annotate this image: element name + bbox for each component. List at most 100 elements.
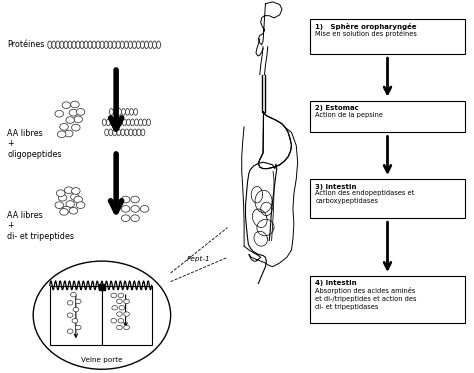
Circle shape xyxy=(131,206,139,212)
Circle shape xyxy=(124,312,129,316)
Ellipse shape xyxy=(129,129,133,136)
Text: AA libres
+
di- et tripeptides: AA libres + di- et tripeptides xyxy=(7,211,74,241)
Circle shape xyxy=(119,305,125,310)
Text: Action de la pepsine: Action de la pepsine xyxy=(315,112,383,118)
Ellipse shape xyxy=(96,41,100,48)
Ellipse shape xyxy=(130,119,135,126)
Circle shape xyxy=(117,325,122,330)
Circle shape xyxy=(121,196,130,203)
Ellipse shape xyxy=(117,129,121,136)
Ellipse shape xyxy=(135,119,138,126)
Ellipse shape xyxy=(145,41,148,48)
Ellipse shape xyxy=(129,109,134,115)
Ellipse shape xyxy=(146,119,151,126)
Circle shape xyxy=(73,307,79,312)
Ellipse shape xyxy=(134,109,137,115)
Circle shape xyxy=(58,194,67,201)
Ellipse shape xyxy=(143,119,146,126)
FancyBboxPatch shape xyxy=(102,286,152,345)
Ellipse shape xyxy=(148,41,153,48)
Circle shape xyxy=(111,319,117,323)
Ellipse shape xyxy=(110,119,114,126)
FancyBboxPatch shape xyxy=(310,179,465,218)
Ellipse shape xyxy=(56,41,60,48)
Text: Veine porte: Veine porte xyxy=(81,357,123,363)
Ellipse shape xyxy=(116,41,120,48)
Polygon shape xyxy=(258,112,292,169)
Circle shape xyxy=(118,293,124,298)
Circle shape xyxy=(117,312,122,316)
Circle shape xyxy=(76,109,85,115)
Circle shape xyxy=(33,261,171,369)
Ellipse shape xyxy=(109,109,113,115)
Ellipse shape xyxy=(133,129,137,136)
Circle shape xyxy=(118,319,124,323)
Circle shape xyxy=(121,215,130,222)
Ellipse shape xyxy=(112,41,116,48)
Ellipse shape xyxy=(113,109,118,115)
Ellipse shape xyxy=(124,41,128,48)
Text: Action des endopeptidases et
carboxypeptidases: Action des endopeptidases et carboxypept… xyxy=(315,190,414,204)
Ellipse shape xyxy=(72,41,76,48)
Ellipse shape xyxy=(140,41,145,48)
Ellipse shape xyxy=(88,41,92,48)
Circle shape xyxy=(131,215,139,222)
Ellipse shape xyxy=(76,41,80,48)
Circle shape xyxy=(74,196,82,203)
Circle shape xyxy=(75,299,81,304)
Ellipse shape xyxy=(64,41,68,48)
Ellipse shape xyxy=(102,119,106,126)
Circle shape xyxy=(64,130,73,137)
Circle shape xyxy=(62,206,71,213)
FancyBboxPatch shape xyxy=(310,19,465,54)
Ellipse shape xyxy=(113,129,117,136)
Ellipse shape xyxy=(60,41,64,48)
Ellipse shape xyxy=(121,129,125,136)
FancyBboxPatch shape xyxy=(310,101,465,132)
Circle shape xyxy=(56,190,65,197)
Ellipse shape xyxy=(141,129,145,136)
Circle shape xyxy=(55,202,64,209)
Ellipse shape xyxy=(118,109,121,115)
Circle shape xyxy=(64,187,73,194)
Circle shape xyxy=(69,109,78,116)
Circle shape xyxy=(72,319,78,323)
Circle shape xyxy=(69,207,78,214)
Ellipse shape xyxy=(109,129,113,136)
Text: 2) Estomac: 2) Estomac xyxy=(315,105,359,111)
Ellipse shape xyxy=(120,41,124,48)
Circle shape xyxy=(60,209,68,215)
Circle shape xyxy=(71,194,79,200)
Circle shape xyxy=(131,196,139,203)
Ellipse shape xyxy=(132,41,137,48)
Text: Pept-1: Pept-1 xyxy=(187,256,211,262)
Circle shape xyxy=(67,329,73,333)
Ellipse shape xyxy=(127,119,130,126)
Circle shape xyxy=(60,123,68,130)
Circle shape xyxy=(66,201,74,207)
Circle shape xyxy=(71,101,79,108)
Ellipse shape xyxy=(92,41,96,48)
Circle shape xyxy=(67,313,73,317)
Ellipse shape xyxy=(80,41,84,48)
Ellipse shape xyxy=(126,109,129,115)
Circle shape xyxy=(62,102,71,109)
Circle shape xyxy=(72,124,80,131)
FancyBboxPatch shape xyxy=(50,286,102,345)
Text: 1)   Sphère oropharyngée: 1) Sphère oropharyngée xyxy=(315,23,417,30)
Circle shape xyxy=(76,202,85,209)
Circle shape xyxy=(57,131,66,138)
Text: 3) Intestin: 3) Intestin xyxy=(315,184,357,189)
Circle shape xyxy=(71,292,76,297)
Ellipse shape xyxy=(48,41,52,48)
Ellipse shape xyxy=(118,119,122,126)
Circle shape xyxy=(72,188,80,194)
Ellipse shape xyxy=(125,129,129,136)
Text: AA libres
+
oligopeptides: AA libres + oligopeptides xyxy=(7,129,62,159)
Ellipse shape xyxy=(128,41,132,48)
Circle shape xyxy=(124,299,129,304)
Ellipse shape xyxy=(122,119,127,126)
FancyBboxPatch shape xyxy=(310,276,465,323)
Ellipse shape xyxy=(153,41,156,48)
Ellipse shape xyxy=(156,41,161,48)
